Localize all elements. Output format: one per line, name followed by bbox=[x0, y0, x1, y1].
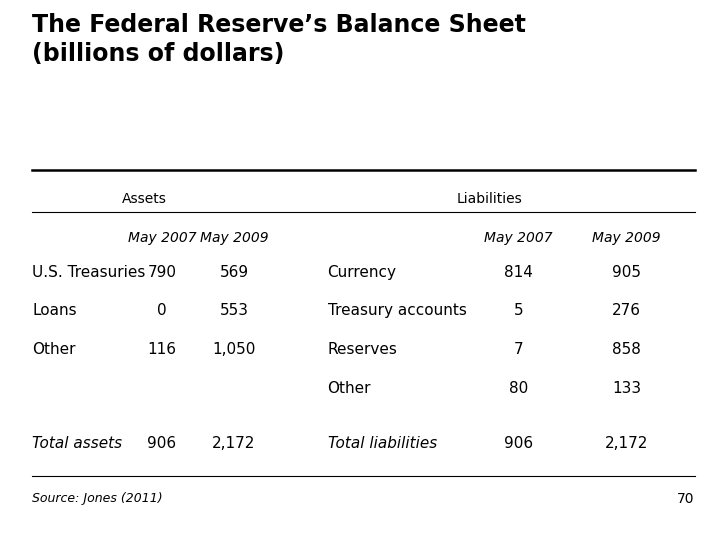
Text: May 2009: May 2009 bbox=[592, 231, 661, 245]
Text: Treasury accounts: Treasury accounts bbox=[328, 303, 467, 319]
Text: 276: 276 bbox=[612, 303, 641, 319]
Text: Liabilities: Liabilities bbox=[456, 192, 523, 206]
Text: 5: 5 bbox=[513, 303, 523, 319]
Text: 70: 70 bbox=[678, 492, 695, 507]
Text: 905: 905 bbox=[612, 265, 641, 280]
Text: Loans: Loans bbox=[32, 303, 77, 319]
Text: 553: 553 bbox=[220, 303, 248, 319]
Text: 7: 7 bbox=[513, 342, 523, 357]
Text: The Federal Reserve’s Balance Sheet
(billions of dollars): The Federal Reserve’s Balance Sheet (bil… bbox=[32, 14, 526, 66]
Text: Total assets: Total assets bbox=[32, 436, 122, 451]
Text: 133: 133 bbox=[612, 381, 641, 396]
Text: Currency: Currency bbox=[328, 265, 397, 280]
Text: 1,050: 1,050 bbox=[212, 342, 256, 357]
Text: U.S. Treasuries: U.S. Treasuries bbox=[32, 265, 145, 280]
Text: May 2007: May 2007 bbox=[127, 231, 197, 245]
Text: 2,172: 2,172 bbox=[212, 436, 256, 451]
Text: 116: 116 bbox=[148, 342, 176, 357]
Text: Other: Other bbox=[32, 342, 76, 357]
Text: Reserves: Reserves bbox=[328, 342, 397, 357]
Text: Source: Jones (2011): Source: Jones (2011) bbox=[32, 492, 163, 505]
Text: Total liabilities: Total liabilities bbox=[328, 436, 437, 451]
Text: 80: 80 bbox=[509, 381, 528, 396]
Text: 2,172: 2,172 bbox=[605, 436, 648, 451]
Text: 814: 814 bbox=[504, 265, 533, 280]
Text: Assets: Assets bbox=[122, 192, 166, 206]
Text: Other: Other bbox=[328, 381, 371, 396]
Text: 906: 906 bbox=[148, 436, 176, 451]
Text: 0: 0 bbox=[157, 303, 167, 319]
Text: May 2009: May 2009 bbox=[199, 231, 269, 245]
Text: 569: 569 bbox=[220, 265, 248, 280]
Text: 906: 906 bbox=[504, 436, 533, 451]
Text: 790: 790 bbox=[148, 265, 176, 280]
Text: May 2007: May 2007 bbox=[484, 231, 553, 245]
Text: 858: 858 bbox=[612, 342, 641, 357]
